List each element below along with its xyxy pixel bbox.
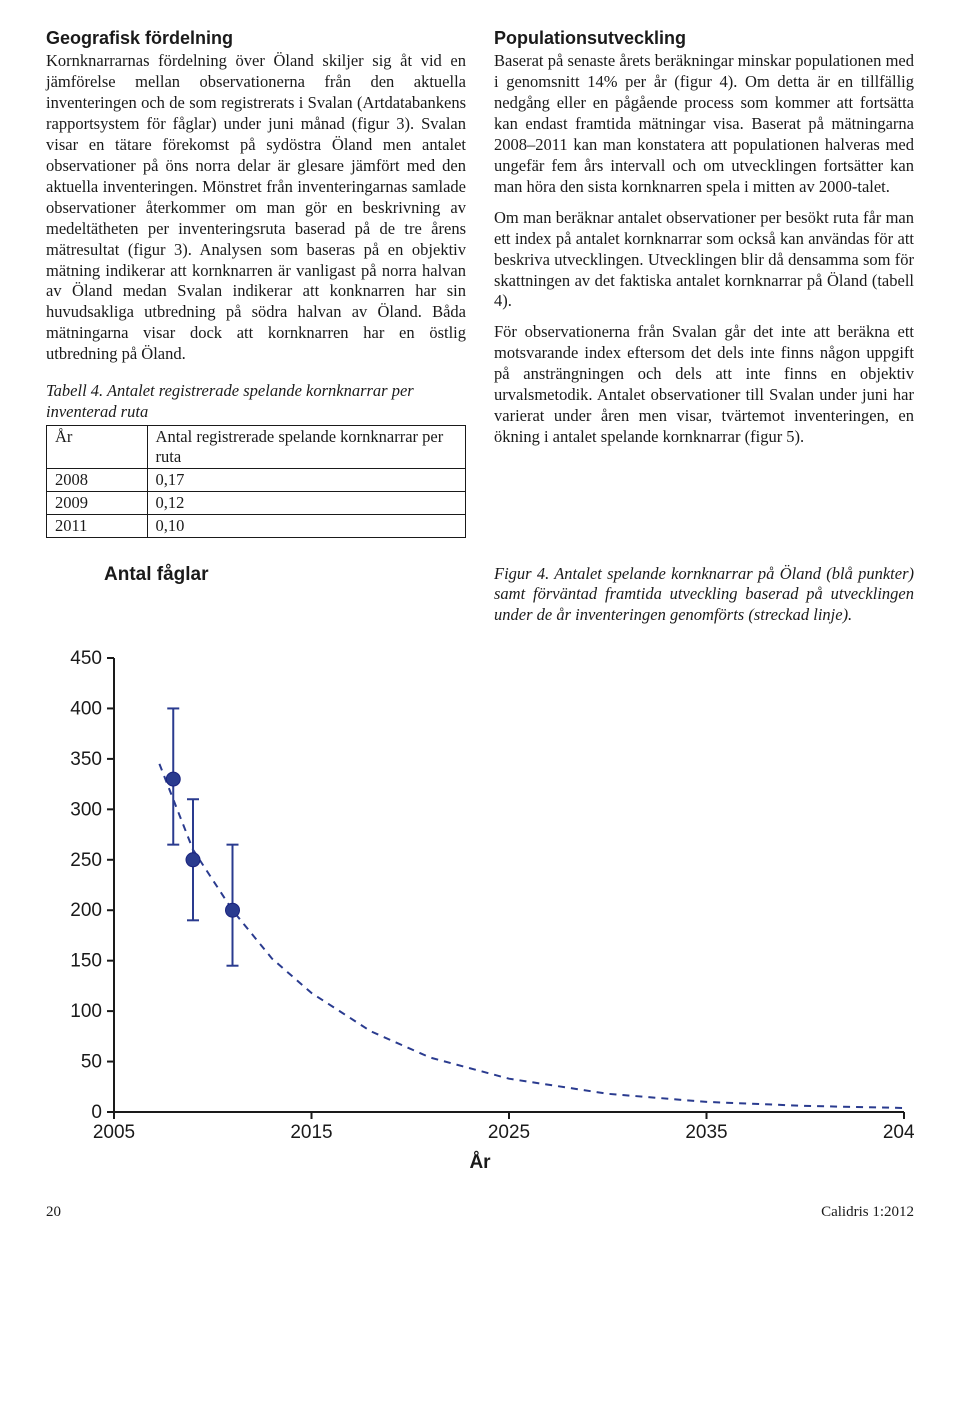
figure4-chart: 0 50 100 150 200 250 300 350 400 450 2005 2015 2025 2… [46, 648, 914, 1174]
table-row: 2011 0,10 [47, 514, 466, 537]
table-row: 2008 0,17 [47, 468, 466, 491]
svg-text:200: 200 [70, 900, 102, 921]
right-paragraph-3: För observationerna från Svalan går det … [494, 322, 914, 448]
chart-row: Antal fåglar Figur 4. Antalet spelande k… [46, 564, 914, 626]
right-paragraph-1: Baserat på senaste årets beräkningar min… [494, 51, 914, 198]
table-row: År Antal registrerade spelande kornknarr… [47, 425, 466, 468]
table4: År Antal registrerade spelande kornknarr… [46, 425, 466, 538]
table4-header-value: Antal registrerade spelande kornknarrar … [147, 425, 465, 468]
svg-text:0: 0 [91, 1102, 102, 1123]
svg-text:2035: 2035 [685, 1122, 727, 1143]
chart-ylabel-wrap: Antal fåglar [46, 564, 466, 626]
svg-text:300: 300 [70, 799, 102, 820]
svg-text:350: 350 [70, 749, 102, 770]
svg-text:250: 250 [70, 850, 102, 871]
table-row: 2009 0,12 [47, 491, 466, 514]
chart-y-axis-label: Antal fåglar [104, 564, 466, 586]
svg-text:150: 150 [70, 951, 102, 972]
left-paragraph-1: Kornknarrarnas fördelning över Öland ski… [46, 51, 466, 365]
table4-caption: Tabell 4. Antalet registrerade spelande … [46, 381, 466, 422]
svg-text:2015: 2015 [290, 1122, 332, 1143]
table4-cell: 0,17 [147, 468, 465, 491]
table4-cell: 0,12 [147, 491, 465, 514]
right-paragraph-2: Om man beräknar antalet observationer pe… [494, 208, 914, 313]
table4-cell: 0,10 [147, 514, 465, 537]
table4-cell: 2011 [47, 514, 148, 537]
table4-cell: 2008 [47, 468, 148, 491]
figure4-caption-wrap: Figur 4. Antalet spelande kornknarrar på… [494, 564, 914, 626]
svg-text:2025: 2025 [488, 1122, 530, 1143]
right-section-header: Populationsutveckling [494, 28, 914, 49]
chart-x-axis-label: År [46, 1152, 914, 1174]
figure4-caption: Figur 4. Antalet spelande kornknarrar på… [494, 564, 914, 626]
table4-cell: 2009 [47, 491, 148, 514]
journal-ref: Calidris 1:2012 [821, 1204, 914, 1221]
table4-header-year: År [47, 425, 148, 468]
page-number: 20 [46, 1204, 61, 1221]
page-footer: 20 Calidris 1:2012 [46, 1204, 914, 1221]
figure4-svg: 0 50 100 150 200 250 300 350 400 450 2005 2015 2025 2… [46, 648, 914, 1148]
left-section-header: Geografisk fördelning [46, 28, 466, 49]
right-column: Populationsutveckling Baserat på senaste… [494, 28, 914, 538]
svg-text:2005: 2005 [93, 1122, 135, 1143]
svg-text:400: 400 [70, 698, 102, 719]
left-column: Geografisk fördelning Kornknarrarnas för… [46, 28, 466, 538]
two-column-layout: Geografisk fördelning Kornknarrarnas för… [46, 28, 914, 538]
svg-text:50: 50 [81, 1051, 102, 1072]
svg-text:2045: 2045 [883, 1122, 914, 1143]
svg-text:450: 450 [70, 648, 102, 669]
svg-text:100: 100 [70, 1001, 102, 1022]
